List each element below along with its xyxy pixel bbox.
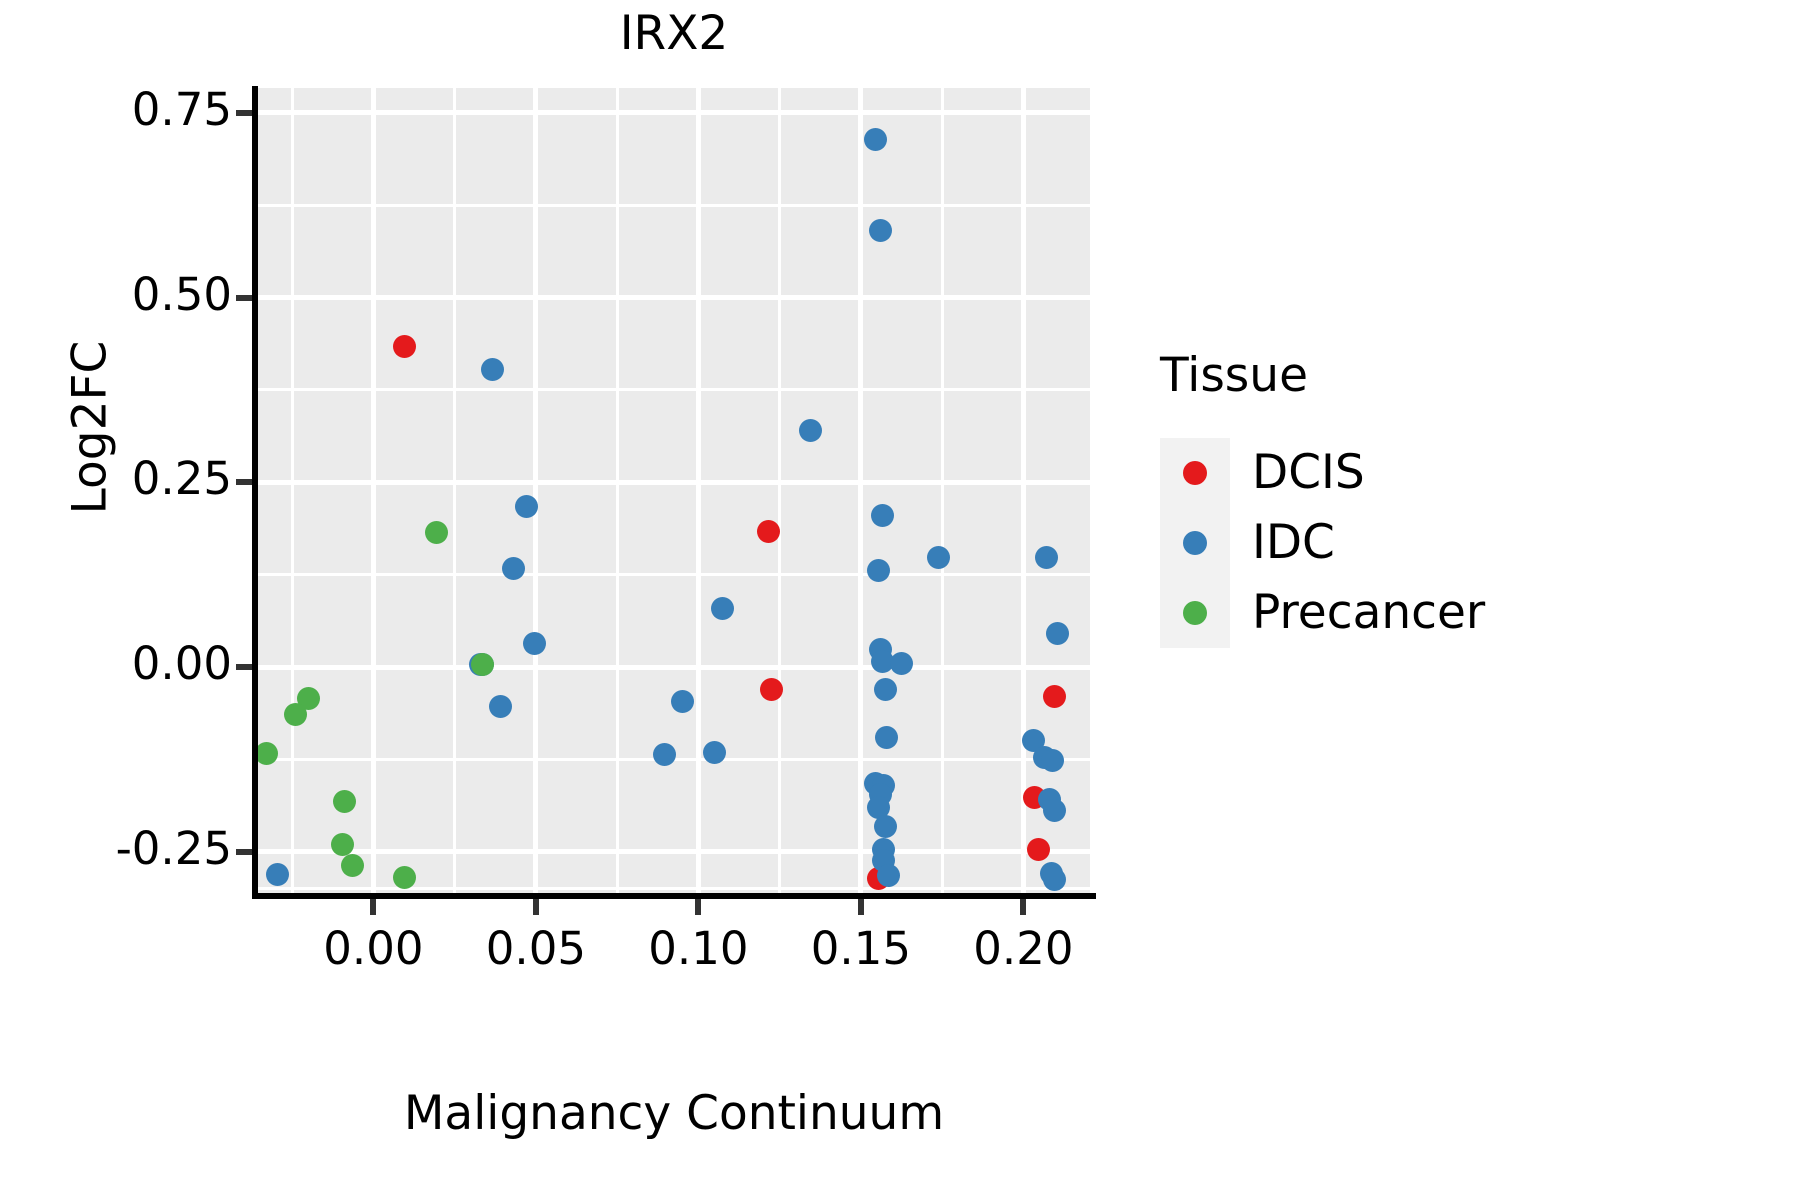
y-tick-label: 0.75 (131, 82, 232, 136)
legend-title: Tissue (1160, 348, 1308, 403)
data-point-idc (799, 419, 822, 443)
grid-line-major-horizontal (258, 664, 1090, 670)
grid-line-minor-horizontal (258, 203, 1090, 207)
data-point-dcis (1026, 838, 1050, 862)
legend-item-label: DCIS (1252, 445, 1365, 500)
x-tick-label: 0.05 (485, 922, 586, 975)
data-point-idc (488, 695, 512, 719)
data-point-idc (670, 689, 694, 713)
data-point-dcis (1042, 685, 1066, 709)
legend-key-swatch (1160, 508, 1230, 578)
data-point-idc (711, 597, 735, 621)
plot-panel (258, 88, 1090, 895)
legend-dot-icon (1183, 461, 1207, 485)
data-point-idc (873, 678, 897, 702)
data-point-idc (927, 546, 951, 570)
data-point-idc (875, 725, 899, 749)
grid-line-minor-horizontal (258, 388, 1090, 392)
data-point-idc (1042, 867, 1066, 891)
legend-key-swatch (1160, 578, 1230, 648)
data-point-idc (522, 631, 546, 655)
grid-line-major-vertical (370, 88, 376, 895)
data-point-idc (868, 219, 892, 243)
x-tick-label: 0.00 (323, 922, 424, 975)
data-point-idc (870, 649, 894, 673)
data-point-precancer (331, 832, 354, 856)
data-point-precancer (283, 702, 307, 726)
grid-line-minor-horizontal (258, 887, 1090, 891)
x-tick-mark (370, 899, 377, 915)
data-point-idc (1034, 546, 1058, 570)
y-tick-mark (236, 848, 252, 855)
page-title: IRX2 (619, 6, 729, 61)
y-axis-line (252, 86, 258, 899)
data-point-dcis (756, 520, 780, 544)
x-tick-mark (1020, 899, 1027, 915)
x-tick-label: 0.10 (648, 922, 749, 975)
x-axis-line (252, 893, 1096, 899)
legend-item-label: Precancer (1252, 585, 1486, 640)
legend-item-label: IDC (1252, 515, 1335, 570)
grid-line-major-vertical (695, 88, 701, 895)
grid-line-minor-vertical (778, 88, 782, 895)
x-tick-mark (532, 899, 539, 915)
data-point-idc (266, 863, 289, 887)
data-point-dcis (392, 334, 416, 358)
y-tick-label: 0.00 (131, 637, 232, 690)
grid-line-major-horizontal (258, 110, 1090, 116)
grid-line-major-vertical (1020, 88, 1026, 895)
data-point-precancer (425, 521, 449, 544)
y-tick-mark (236, 109, 252, 116)
data-point-dcis (760, 678, 783, 702)
data-point-precancer (470, 652, 494, 676)
data-point-idc (867, 795, 891, 819)
y-tick-mark (236, 664, 252, 670)
grid-line-major-horizontal (258, 295, 1090, 300)
data-point-idc (1046, 621, 1069, 645)
y-tick-label: -0.25 (115, 821, 232, 875)
y-tick-mark (236, 479, 252, 486)
data-point-idc (1041, 748, 1065, 772)
data-point-idc (480, 357, 504, 381)
grid-line-minor-vertical (615, 88, 619, 895)
data-point-precancer (392, 866, 416, 890)
data-point-precancer (258, 741, 278, 765)
grid-line-major-horizontal (258, 849, 1090, 855)
y-tick-mark (236, 294, 252, 301)
y-tick-label: 0.25 (131, 452, 232, 506)
data-point-idc (873, 815, 897, 839)
grid-line-major-horizontal (258, 479, 1090, 485)
grid-line-major-vertical (858, 88, 864, 895)
x-tick-mark (857, 899, 864, 915)
legend-dot-icon (1183, 601, 1207, 625)
grid-line-minor-horizontal (258, 573, 1090, 577)
data-point-idc (864, 127, 887, 151)
y-axis-label: Log2FC (62, 340, 118, 515)
data-point-precancer (340, 854, 364, 878)
x-axis-label: Malignancy Continuum (403, 1086, 945, 1141)
x-tick-label: 0.15 (810, 922, 911, 975)
legend-key-swatch (1160, 438, 1230, 508)
data-point-idc (890, 651, 913, 675)
data-point-idc (703, 741, 727, 765)
grid-line-major-vertical (533, 88, 539, 895)
grid-line-minor-vertical (453, 88, 457, 895)
data-point-idc (1042, 798, 1066, 822)
legend-dot-icon (1183, 531, 1207, 555)
data-point-idc (652, 742, 676, 766)
data-point-idc (867, 558, 891, 582)
x-tick-mark (695, 899, 702, 915)
grid-line-minor-vertical (940, 88, 944, 895)
data-point-idc (501, 557, 525, 581)
x-tick-label: 0.20 (973, 922, 1074, 975)
data-point-idc (877, 863, 900, 887)
grid-line-minor-vertical (290, 88, 294, 895)
y-tick-label: 0.50 (131, 267, 232, 321)
data-point-idc (514, 495, 538, 519)
data-point-precancer (332, 790, 356, 813)
data-point-idc (870, 504, 894, 528)
